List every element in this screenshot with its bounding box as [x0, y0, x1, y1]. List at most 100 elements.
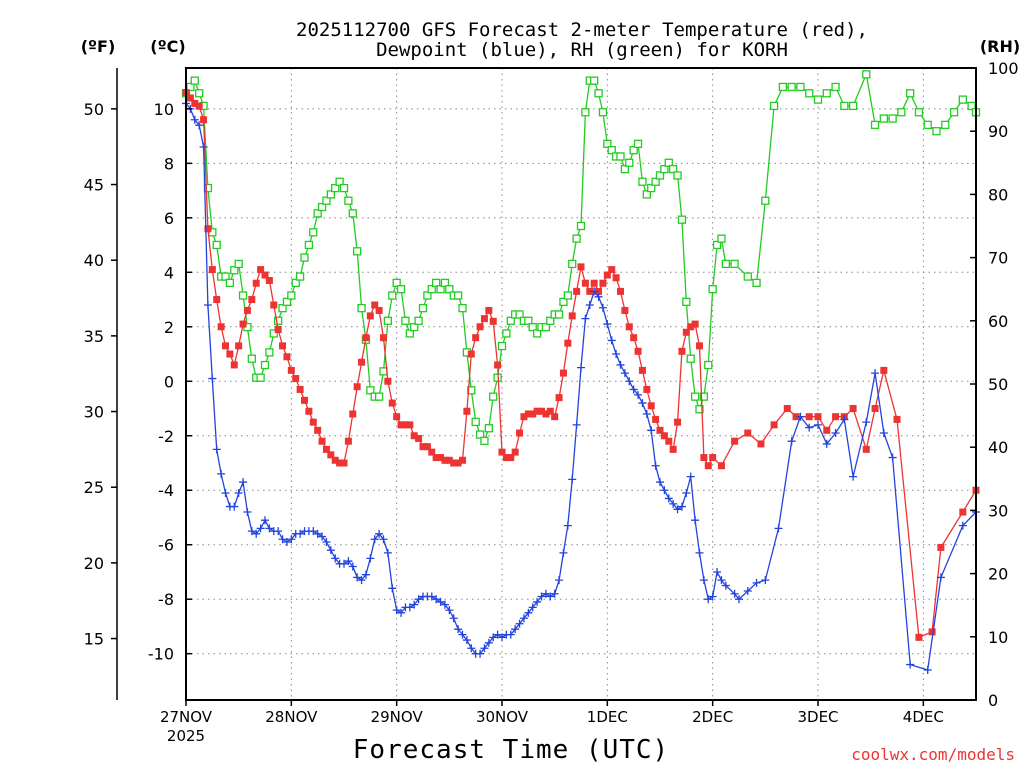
rh-point	[840, 101, 849, 111]
rh-point	[401, 316, 410, 325]
rh-point	[629, 146, 638, 155]
temperature-point	[687, 323, 695, 331]
dewpoint-point	[660, 486, 669, 495]
dewpoint-point	[572, 420, 581, 429]
dewpoint-point	[331, 554, 340, 563]
dewpoint-point	[278, 535, 287, 544]
dewpoint-point	[936, 573, 945, 582]
dewpoint-point	[440, 600, 449, 609]
dewpoint-point	[405, 603, 414, 612]
dewpoint-point	[519, 614, 528, 623]
watermark: coolwx.com/models	[851, 745, 1015, 764]
fahrenheit-tick-label: 45	[84, 176, 104, 195]
rh-point	[427, 285, 436, 294]
x-tick-sublabel: 2025	[167, 727, 205, 745]
x-tick-label: 2DEC	[692, 708, 733, 726]
temperature-point	[717, 462, 725, 470]
temperature-point	[643, 385, 651, 393]
series-dewpoint	[182, 99, 980, 675]
dewpoint-point	[906, 660, 915, 669]
rh-point	[572, 234, 581, 243]
celsius-tick-label: -6	[158, 536, 174, 555]
temperature-point	[502, 454, 510, 462]
rh-point	[923, 120, 932, 130]
rh-point	[708, 285, 717, 294]
temperature-point	[480, 315, 488, 323]
temperature-point	[476, 323, 484, 331]
rh-point	[695, 405, 704, 414]
dewpoint-point	[208, 374, 217, 383]
dewpoint-point	[326, 546, 335, 555]
temperature-point	[770, 421, 778, 429]
rh-point	[278, 304, 287, 313]
dewpoint-point	[533, 597, 542, 606]
celsius-tick-label: 8	[164, 154, 174, 173]
fahrenheit-tick-label: 50	[84, 100, 104, 119]
rh-point	[374, 392, 384, 401]
temperature-point	[485, 306, 493, 314]
temperature-point	[322, 445, 330, 453]
temperature-point	[959, 508, 967, 516]
temperature-point	[217, 323, 225, 331]
rh-point	[515, 310, 524, 319]
dewpoint-point	[445, 606, 454, 615]
rh-point	[704, 360, 713, 370]
dewpoint-point	[577, 363, 585, 372]
rh-point	[906, 89, 915, 98]
dewpoint-point	[774, 524, 783, 533]
temperature-point	[893, 415, 901, 423]
rh-point	[958, 95, 967, 104]
rh-tick-label: 30	[988, 501, 1008, 520]
dewpoint-point	[309, 527, 318, 536]
rh-point	[576, 221, 586, 231]
rh-point	[256, 373, 265, 382]
rh-point	[633, 139, 643, 148]
dewpoint-point	[370, 535, 379, 544]
temperature-point	[599, 279, 607, 287]
rh-point	[686, 354, 695, 363]
temperature-point	[603, 271, 611, 279]
rh-point	[673, 171, 682, 180]
rh-point	[238, 291, 248, 300]
dewpoint-point	[699, 576, 708, 585]
dewpoint-point	[695, 548, 704, 557]
dewpoint-point	[484, 638, 493, 647]
rh-point	[625, 158, 634, 167]
temperature-point	[371, 301, 379, 309]
rh-point	[655, 171, 665, 180]
dewpoint-point	[230, 502, 239, 511]
temperature-point	[388, 399, 396, 407]
dewpoint-point	[239, 478, 248, 487]
temperature-point	[195, 102, 203, 110]
temperature-point	[524, 410, 532, 418]
dewpoint-point	[634, 390, 643, 399]
temperature-point	[700, 454, 708, 462]
dewpoint-point	[467, 644, 476, 653]
celsius-tick-label: 2	[164, 318, 174, 337]
dewpoint-point	[454, 625, 463, 634]
x-tick-label: 4DEC	[903, 708, 944, 726]
temperature-point	[590, 279, 598, 287]
temperature-point	[366, 312, 374, 320]
dewpoint-point	[449, 614, 458, 623]
temperature-point	[805, 413, 813, 421]
temperature-point	[573, 287, 581, 295]
dewpoint-point	[414, 595, 423, 604]
rh-point	[471, 417, 480, 427]
temperature-point	[204, 225, 212, 233]
dewpoint-point	[598, 303, 607, 312]
rh-tick-label: 50	[988, 375, 1008, 394]
temperature-point	[652, 415, 660, 423]
rh-point	[949, 108, 959, 117]
dewpoint-point	[221, 488, 230, 497]
dewpoint-point	[361, 570, 370, 579]
rh-point	[506, 316, 515, 325]
dewpoint-point	[506, 630, 515, 639]
rh-point	[410, 322, 419, 332]
temperature-point	[226, 350, 234, 358]
temperature-point	[235, 342, 243, 350]
rh-point	[594, 89, 603, 98]
x-tick-label: 27NOV	[160, 708, 213, 726]
fahrenheit-tick-label: 25	[84, 478, 104, 497]
